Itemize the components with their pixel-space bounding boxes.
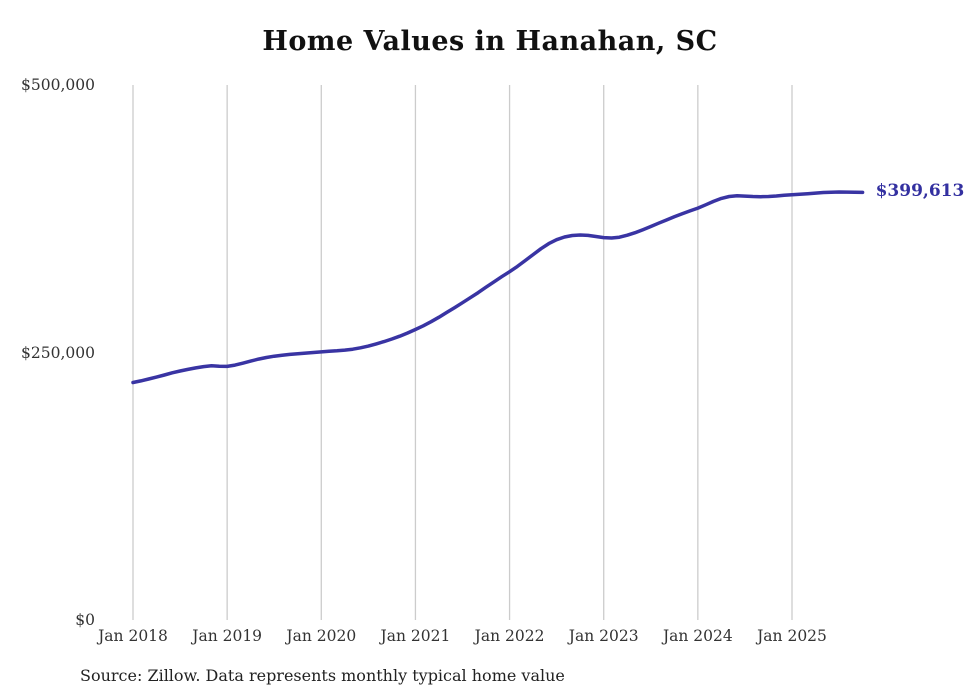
- y-axis-tick-label: $500,000: [21, 76, 95, 94]
- source-note: Source: Zillow. Data represents monthly …: [80, 666, 565, 685]
- end-value-label: $399,613: [875, 181, 965, 202]
- x-axis-tick-label: Jan 2024: [662, 627, 733, 645]
- y-axis-tick-label: $250,000: [21, 343, 95, 362]
- x-axis-tick-label: Jan 2021: [380, 627, 451, 645]
- x-axis-tick-label: Jan 2023: [568, 627, 639, 645]
- x-axis-tick-label: Jan 2020: [286, 627, 357, 645]
- home-value-line: [131, 190, 865, 385]
- chart-title: Home Values in Hanahan, SC: [262, 26, 718, 57]
- x-axis-tick-label: Jan 2022: [474, 627, 545, 645]
- y-axis-tick-label: $0: [75, 611, 95, 629]
- x-axis-tick-label: Jan 2018: [98, 627, 168, 645]
- x-axis-tick-label: Jan 2019: [192, 627, 263, 645]
- x-axis-tick-label: Jan 2025: [757, 627, 827, 645]
